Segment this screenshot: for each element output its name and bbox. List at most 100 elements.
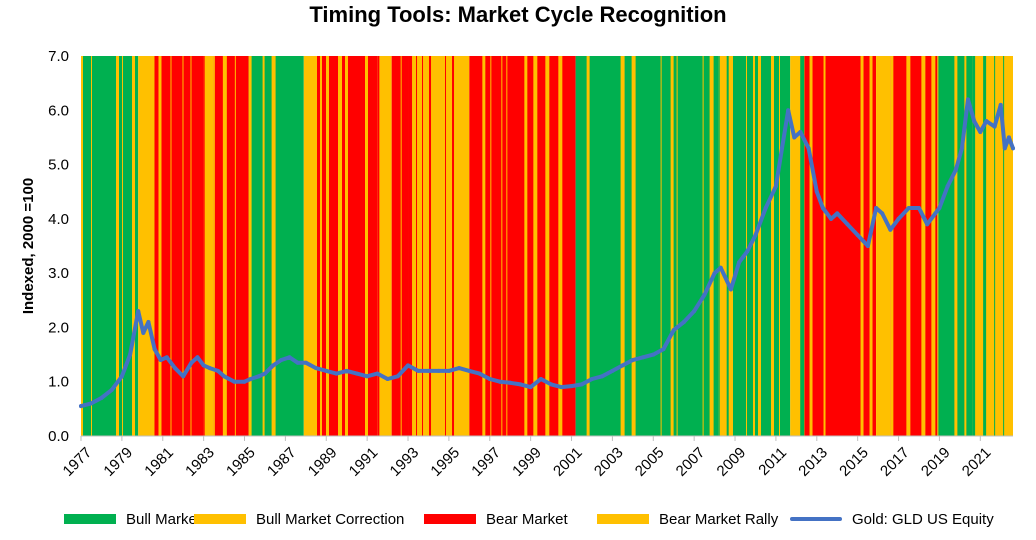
regime-stripe: [320, 56, 322, 436]
series-point-gold: [933, 211, 938, 216]
regime-band-bear: [890, 56, 938, 436]
legend: Bull Market Bull Market Correction Bear …: [0, 508, 1036, 530]
regime-stripe: [869, 56, 873, 436]
x-tick-label: 2011: [755, 444, 790, 479]
series-point-gold: [966, 97, 971, 102]
regime-stripe: [1003, 56, 1005, 436]
regime-band-bear: [804, 56, 877, 436]
series-point-gold: [1002, 146, 1007, 151]
regime-stripe: [620, 56, 625, 436]
regime-band-bull: [248, 56, 304, 436]
regime-stripe: [506, 56, 508, 436]
y-tick-label: 4.0: [48, 211, 69, 228]
regime-band-bull: [81, 56, 139, 436]
regime-stripe: [906, 56, 911, 436]
regime-stripe: [860, 56, 864, 436]
series-point-gold: [436, 368, 441, 373]
legend-label-bear-rally: Bear Market Rally: [659, 510, 779, 528]
series-point-gold: [798, 130, 803, 134]
series-point-gold: [446, 368, 451, 373]
regime-band-bull: [732, 56, 791, 436]
series-point-gold: [953, 168, 958, 172]
x-tick-label: 1997: [468, 444, 504, 480]
series-point-gold: [874, 206, 879, 210]
regime-stripe: [150, 56, 155, 436]
series-point-gold: [579, 382, 584, 387]
series-point-gold: [528, 385, 533, 390]
regime-stripe: [501, 56, 503, 436]
regime-stripe: [745, 56, 747, 436]
x-tick-label: 2003: [591, 444, 627, 480]
y-tick-label: 1.0: [48, 374, 69, 391]
series-point-gold: [128, 352, 133, 357]
series-point-gold: [855, 233, 860, 238]
x-tick-label: 1995: [427, 444, 463, 480]
series-point-gold: [681, 320, 686, 324]
series-point-gold: [119, 374, 124, 379]
regime-stripe: [271, 56, 276, 436]
series-point-gold: [136, 309, 141, 314]
series-point-gold: [610, 368, 615, 373]
series-point-gold: [232, 379, 237, 384]
regime-band-bull-correction: [972, 56, 1013, 436]
series-point-gold: [538, 377, 543, 381]
legend-item-bull-correction: Bull Market Correction: [194, 508, 404, 530]
regime-stripe: [416, 56, 418, 436]
series-point-gold: [303, 360, 308, 365]
series-point-gold: [896, 216, 901, 221]
regime-stripe: [490, 56, 492, 436]
regime-stripe: [338, 56, 342, 436]
series-point-gold: [295, 360, 300, 365]
series-point-gold: [792, 135, 797, 140]
regime-stripe: [809, 56, 813, 436]
regime-stripe: [778, 56, 780, 436]
regime-stripe: [408, 56, 413, 436]
regime-band-bear-rally: [377, 56, 392, 436]
regime-stripe: [248, 56, 252, 436]
regime-stripe: [445, 56, 447, 436]
series-point-gold: [242, 379, 247, 384]
legend-item-bear-market: Bear Market: [424, 508, 568, 530]
regime-stripe: [890, 56, 894, 436]
regime-stripe: [158, 56, 162, 436]
regime-stripe: [533, 56, 538, 436]
x-tick-label: 1993: [387, 444, 423, 480]
regime-stripe: [190, 56, 192, 436]
regime-stripe: [702, 56, 704, 436]
series-point-gold: [888, 227, 893, 232]
series-point-gold: [814, 189, 819, 194]
series-point-gold: [865, 244, 870, 248]
regime-stripe: [718, 56, 720, 436]
series-point-gold: [845, 222, 850, 227]
series-point-gold: [978, 130, 983, 134]
legend-line-gold: [790, 517, 842, 521]
regime-stripe: [132, 56, 135, 436]
series-point-gold: [692, 309, 697, 314]
series-point-gold: [984, 119, 989, 124]
series-point-gold: [806, 146, 811, 151]
series-point-gold: [937, 206, 942, 210]
regime-stripe: [365, 56, 368, 436]
y-axis-label: Indexed, 2000 =100: [20, 178, 37, 314]
series-point-gold: [702, 292, 707, 297]
x-tick-label: 1985: [223, 444, 259, 480]
regime-band-bear: [391, 56, 409, 436]
regime-stripe: [116, 56, 119, 436]
x-tick-label: 2015: [836, 444, 872, 480]
series-point-gold: [215, 368, 220, 373]
legend-label-bull-market: Bull Market: [126, 510, 202, 528]
regime-stripe: [482, 56, 486, 436]
regime-stripe: [326, 56, 329, 436]
series-point-gold: [945, 184, 950, 189]
series-point-gold: [780, 146, 785, 151]
y-tick-label: 0.0: [48, 428, 69, 445]
regime-stripe: [182, 56, 184, 436]
x-tick-label: 2007: [673, 444, 709, 480]
series-point-gold: [651, 352, 656, 357]
regime-stripe: [660, 56, 662, 436]
regime-stripe: [170, 56, 172, 436]
series-point-gold: [916, 206, 921, 210]
regime-stripe: [994, 56, 996, 436]
series-point-gold: [600, 374, 605, 379]
